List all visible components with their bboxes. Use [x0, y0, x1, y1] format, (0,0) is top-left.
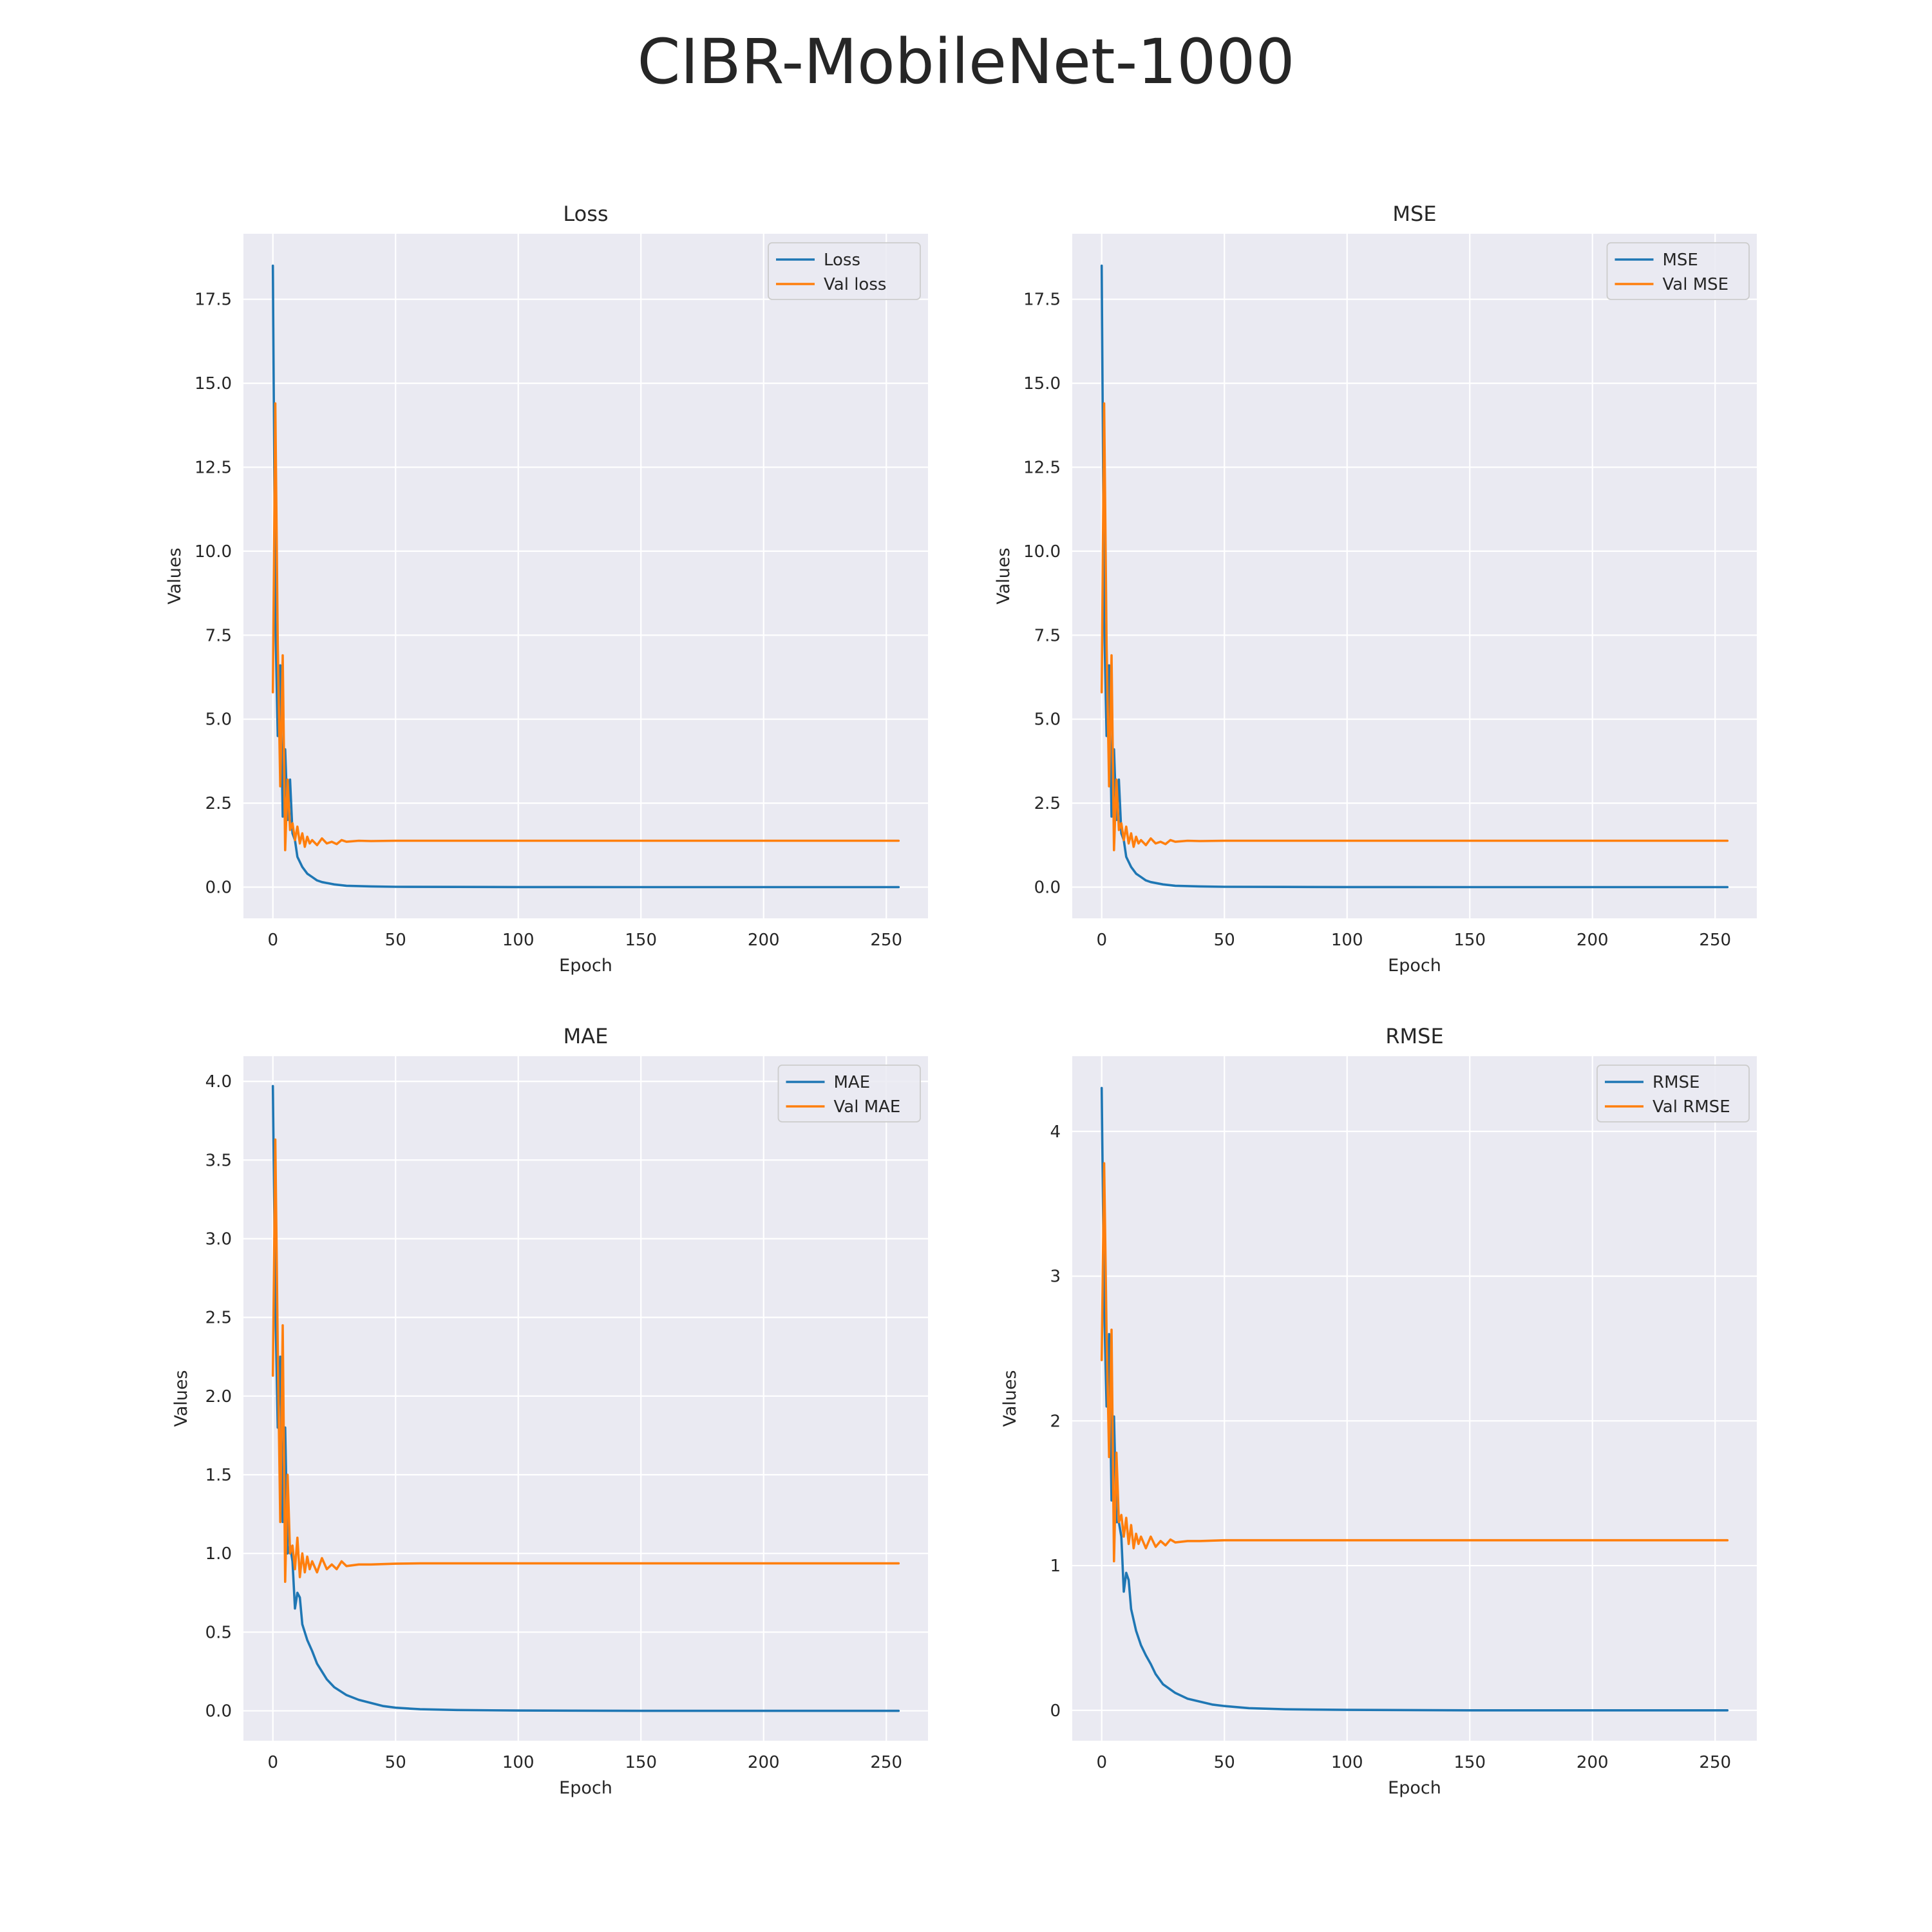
y-tick-label: 1.5 — [205, 1466, 232, 1485]
y-tick-label: 15.0 — [1023, 374, 1061, 393]
x-tick-label: 100 — [1331, 931, 1363, 950]
legend-label: Val MSE — [1663, 275, 1729, 294]
y-tick-label: 0.0 — [1034, 878, 1061, 897]
y-axis-label: Values — [171, 1370, 191, 1426]
y-tick-label: 2.5 — [205, 794, 232, 813]
y-tick-label: 1.0 — [205, 1544, 232, 1564]
x-tick-label: 200 — [1577, 931, 1609, 950]
legend: Loss Val loss — [768, 242, 921, 300]
x-tick-label: 50 — [1214, 1753, 1235, 1772]
panel-title: MSE — [1392, 202, 1436, 226]
y-tick-label: 4 — [1050, 1122, 1061, 1142]
plot-area — [243, 1056, 928, 1741]
plot-area — [1072, 234, 1757, 918]
legend: MSE Val MSE — [1606, 242, 1750, 300]
y-tick-label: 2 — [1050, 1412, 1061, 1431]
series-line-mse — [1100, 264, 1729, 889]
legend-label: MSE — [1663, 251, 1698, 270]
series-line-val-loss — [271, 402, 900, 851]
x-tick-label: 0 — [1096, 931, 1107, 950]
x-tick-label: 0 — [267, 1753, 278, 1772]
legend-label: Val loss — [824, 275, 886, 294]
chart-panel-loss: 0 50 100 150 200 250 0.0 2.5 5.0 7.5 10.0 12.5 15.0 1… — [165, 202, 928, 976]
x-axis-label: Epoch — [559, 1778, 612, 1798]
x-tick-label: 150 — [625, 1753, 657, 1772]
x-tick-label: 100 — [502, 931, 535, 950]
y-tick-label: 12.5 — [194, 459, 232, 478]
x-tick-label: 50 — [1214, 931, 1235, 950]
legend-label: MAE — [834, 1073, 871, 1092]
panel-title: Loss — [563, 202, 608, 226]
x-tick-label: 150 — [625, 931, 657, 950]
legend-label: RMSE — [1653, 1073, 1700, 1092]
legend-label: Loss — [824, 251, 860, 270]
y-tick-label: 3.5 — [205, 1151, 232, 1170]
legend-label: Val MAE — [834, 1097, 901, 1117]
x-tick-label: 200 — [1577, 1753, 1609, 1772]
figure-title: CIBR-MobileNet-1000 — [637, 26, 1295, 98]
x-tick-label: 150 — [1454, 1753, 1486, 1772]
x-tick-label: 0 — [267, 931, 278, 950]
y-tick-label: 0 — [1050, 1701, 1061, 1721]
y-tick-label: 0.5 — [205, 1623, 232, 1642]
y-tick-label: 1 — [1050, 1557, 1061, 1576]
y-tick-label: 7.5 — [1034, 626, 1061, 645]
y-tick-label: 3.0 — [205, 1229, 232, 1249]
y-axis-label: Values — [165, 547, 185, 604]
chart-panel-rmse: 0 50 100 150 200 250 0 1 2 3 4 RMSE Epoch Values RMSE V… — [1000, 1024, 1757, 1798]
x-tick-label: 0 — [1096, 1753, 1107, 1772]
plot-area — [243, 234, 928, 918]
y-tick-label: 2.5 — [1034, 794, 1061, 813]
panel-title: RMSE — [1385, 1024, 1443, 1048]
y-tick-label: 12.5 — [1023, 459, 1061, 478]
series-line-val-mae — [271, 1138, 900, 1583]
series-line-loss — [271, 264, 900, 889]
y-tick-label: 7.5 — [205, 626, 232, 645]
y-tick-label: 17.5 — [194, 290, 232, 310]
x-tick-label: 200 — [748, 931, 780, 950]
y-tick-label: 10.0 — [1023, 542, 1061, 562]
x-tick-label: 200 — [748, 1753, 780, 1772]
legend-box — [777, 1065, 921, 1122]
x-tick-label: 250 — [870, 1753, 902, 1772]
y-tick-label: 17.5 — [1023, 290, 1061, 310]
x-tick-label: 50 — [385, 931, 406, 950]
legend-box — [1606, 242, 1750, 300]
y-tick-label: 4.0 — [205, 1072, 232, 1092]
x-axis-label: Epoch — [1388, 1778, 1441, 1798]
legend: MAE Val MAE — [777, 1065, 921, 1122]
y-tick-label: 5.0 — [205, 710, 232, 730]
x-tick-label: 100 — [502, 1753, 535, 1772]
y-axis-label: Values — [994, 547, 1014, 604]
x-tick-label: 100 — [1331, 1753, 1363, 1772]
y-tick-label: 5.0 — [1034, 710, 1061, 730]
x-axis-label: Epoch — [559, 956, 612, 976]
x-tick-label: 150 — [1454, 931, 1486, 950]
x-tick-label: 250 — [1699, 931, 1731, 950]
y-tick-label: 3 — [1050, 1267, 1061, 1287]
panel-title: MAE — [564, 1024, 609, 1048]
y-tick-label: 15.0 — [194, 374, 232, 393]
y-tick-label: 2.5 — [205, 1309, 232, 1328]
x-tick-label: 250 — [1699, 1753, 1731, 1772]
chart-panel-mse: 0 50 100 150 200 250 0.0 2.5 5.0 7.5 10.0 12.5 15.0 1… — [994, 202, 1757, 976]
y-tick-label: 2.0 — [205, 1387, 232, 1406]
x-tick-label: 50 — [385, 1753, 406, 1772]
series-line-val-mse — [1100, 402, 1729, 851]
series-line-val-rmse — [1100, 1162, 1729, 1563]
legend-box — [1596, 1065, 1750, 1122]
y-axis-label: Values — [1000, 1370, 1020, 1426]
y-tick-label: 0.0 — [205, 1702, 232, 1721]
x-axis-label: Epoch — [1388, 956, 1441, 976]
y-tick-label: 10.0 — [194, 542, 232, 562]
y-tick-label: 0.0 — [205, 878, 232, 897]
plot-area — [1072, 1056, 1757, 1741]
x-tick-label: 250 — [870, 931, 902, 950]
legend-box — [768, 242, 921, 300]
legend: RMSE Val RMSE — [1596, 1065, 1750, 1122]
legend-label: Val RMSE — [1653, 1097, 1730, 1117]
chart-panel-mae: 0 50 100 150 200 250 0.0 0.5 1.0 1.5 2.0 2.5 3.0 3.5 4… — [171, 1024, 928, 1798]
